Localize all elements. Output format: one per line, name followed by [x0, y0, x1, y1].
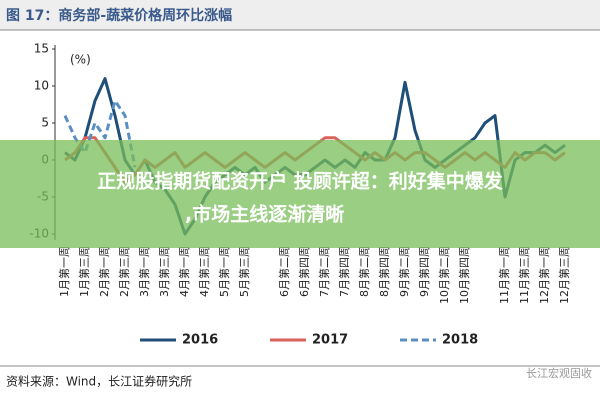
y-axis-label: (%)	[70, 53, 91, 67]
x-tick-label: 10月第四周	[457, 246, 471, 304]
x-tick-label: 7月第二周	[317, 246, 331, 297]
x-tick-label: 6月第二周	[277, 246, 291, 297]
source: 资料来源：Wind，长江证券研究所	[6, 374, 192, 389]
x-tick-label: 1月第一周	[57, 246, 71, 297]
y-tick-label: 10	[34, 79, 49, 93]
chart-title: 图 17：商务部-蔬菜价格周环比涨幅	[6, 7, 232, 24]
x-tick-label: 5月第一周	[217, 246, 231, 297]
legend-label: 2016	[182, 333, 218, 348]
watermark: 长江宏观固收	[526, 366, 592, 380]
x-tick-label: 9月第四周	[417, 246, 431, 297]
legend-label: 2018	[442, 333, 478, 348]
x-tick-label: 6月第四周	[297, 246, 311, 297]
x-tick-label: 2月第三周	[117, 246, 131, 297]
overlay-text: 正规股指期货配资开户 投顾许超：利好集中爆发	[97, 170, 504, 193]
y-tick-label: 15	[34, 42, 49, 56]
x-tick-label: 11月第一周	[497, 246, 511, 304]
x-tick-label: 7月第四周	[337, 246, 351, 297]
overlay-banner	[0, 140, 600, 248]
x-tick-label: 4月第一周	[177, 246, 191, 297]
x-tick-label: 12月第一周	[537, 246, 551, 304]
x-tick-label: 10月第二周	[437, 246, 451, 304]
x-tick-label: 3月第三周	[157, 246, 171, 297]
x-tick-label: 2月第一周	[97, 246, 111, 297]
x-tick-label: 8月第四周	[377, 246, 391, 297]
x-tick-label: 5月第三周	[237, 246, 251, 297]
legend-label: 2017	[312, 333, 348, 348]
title-bar	[0, 0, 600, 30]
x-tick-label: 4月第三周	[197, 246, 211, 297]
x-tick-label: 11月第三周	[517, 246, 531, 304]
x-tick-label: 9月第二周	[397, 246, 411, 297]
overlay-text: ,市场主线逐渐清晰	[185, 203, 344, 226]
x-tick-label: 12月第三周	[557, 246, 571, 304]
y-tick-label: 5	[41, 116, 49, 130]
x-tick-label: 3月第一周	[137, 246, 151, 297]
x-tick-label: 1月第三周	[77, 246, 91, 297]
x-tick-label: 8月第二周	[357, 246, 371, 297]
